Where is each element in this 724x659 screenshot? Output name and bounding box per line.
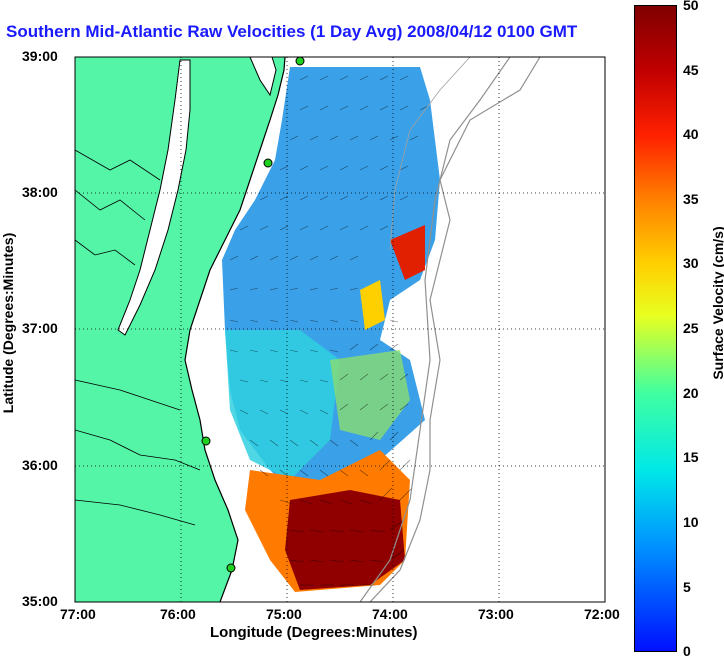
- delaware-bay: [249, 57, 277, 97]
- colorbar-tick: 10: [683, 514, 699, 530]
- radar-station-marker: [226, 563, 236, 573]
- radar-station-marker: [263, 158, 273, 168]
- bathymetry-contour-2: [359, 57, 511, 602]
- radar-station-marker: [201, 436, 211, 446]
- colorbar-tick: 5: [683, 579, 691, 595]
- colorbar-tick: 0: [683, 643, 691, 659]
- velocity-field-yellow: [360, 280, 385, 330]
- colorbar-tick: 50: [683, 0, 699, 13]
- y-tick-label: 38:00: [22, 184, 58, 200]
- colorbar-tick: 35: [683, 191, 699, 207]
- velocity-field-red-north: [390, 225, 425, 280]
- plot-frame: [74, 56, 606, 603]
- colorbar: [634, 5, 677, 652]
- colorbar-tick: 30: [683, 255, 699, 271]
- bathymetry-contour: [369, 57, 541, 602]
- radar-station-marker: [295, 57, 305, 66]
- colorbar-tick: 25: [683, 320, 699, 336]
- colorbar-tick: 45: [683, 62, 699, 78]
- y-tick-label: 39:00: [22, 48, 58, 64]
- colorbar-tick: 20: [683, 385, 699, 401]
- x-axis-label: Longitude (Degrees:Minutes): [210, 624, 418, 641]
- x-tick-label: 73:00: [478, 606, 514, 622]
- map-title: Southern Mid-Atlantic Raw Velocities (1 …: [6, 22, 578, 41]
- x-tick-label: 75:00: [266, 606, 302, 622]
- bay-water: [117, 59, 191, 336]
- colorbar-tick: 40: [683, 126, 699, 142]
- coastline: [184, 57, 286, 602]
- rivers: [75, 149, 201, 526]
- y-axis-label: Latitude (Degrees:Minutes): [0, 232, 16, 414]
- colorbar-tick: 15: [683, 449, 699, 465]
- y-tick-label: 35:00: [22, 593, 58, 609]
- velocity-field-darkred: [285, 490, 405, 590]
- velocity-vectors: [229, 75, 429, 586]
- y-tick-label: 37:00: [22, 320, 58, 336]
- colorbar-label: Surface Velocity (cm/s): [710, 226, 724, 380]
- grid-lines: [75, 57, 605, 602]
- x-tick-label: 77:00: [60, 606, 96, 622]
- x-tick-label: 72:00: [584, 606, 620, 622]
- y-tick-label: 36:00: [22, 457, 58, 473]
- velocity-field-green: [330, 350, 410, 440]
- x-tick-label: 74:00: [372, 606, 408, 622]
- x-tick-label: 76:00: [160, 606, 196, 622]
